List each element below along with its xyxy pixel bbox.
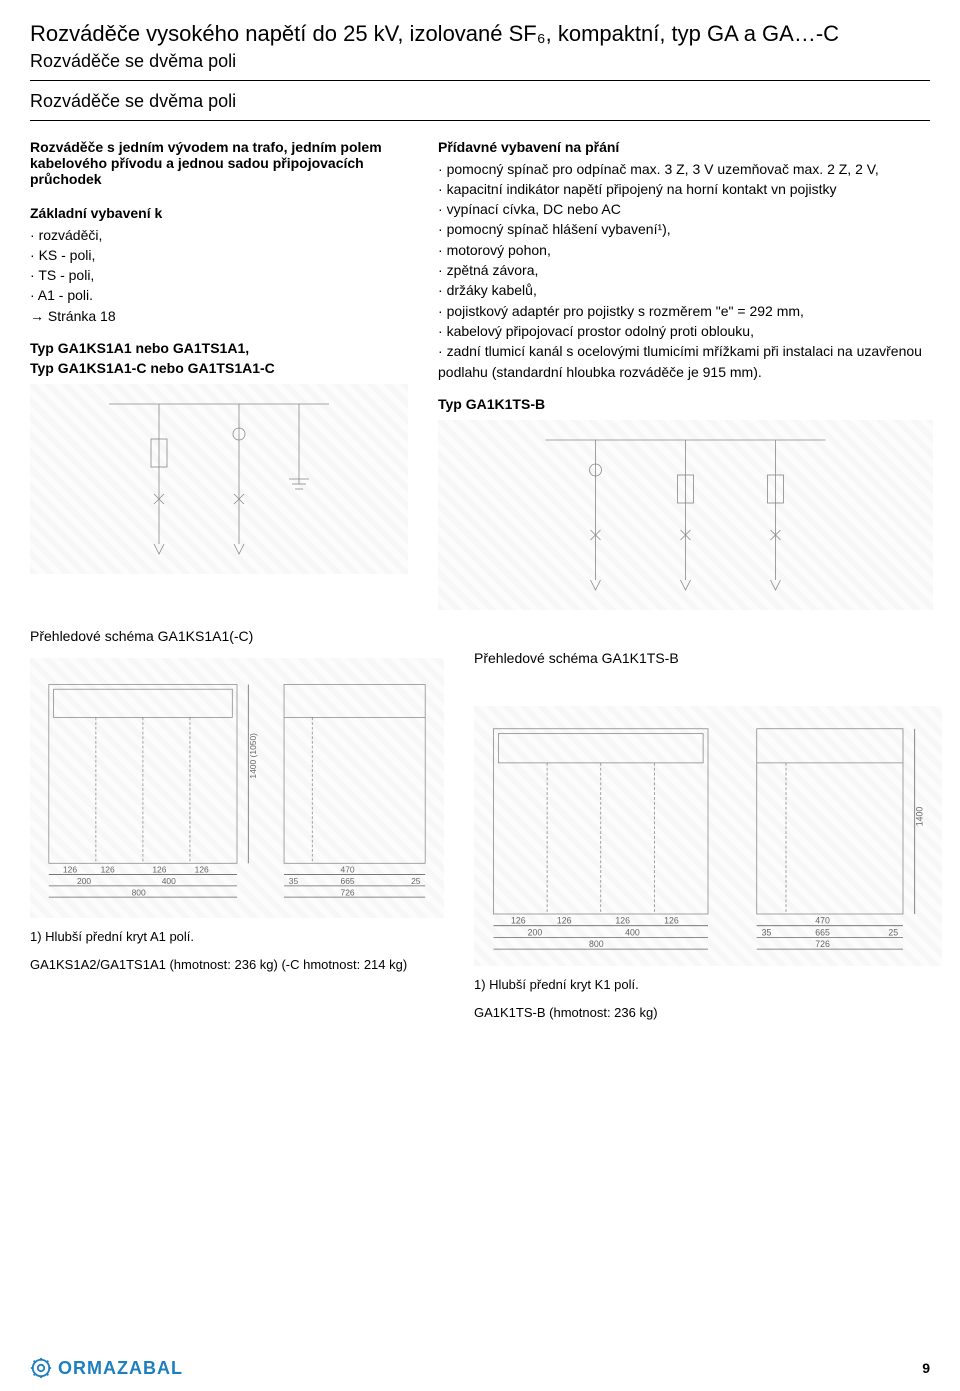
brand-name: ORMAZABAL [58,1358,183,1379]
svg-text:726: 726 [815,939,830,949]
list-item: zadní tlumicí kanál s ocelovými tlumicím… [438,341,933,382]
type-line: Typ GA1KS1A1-C nebo GA1TS1A1-C [30,360,408,376]
svg-text:25: 25 [888,927,898,937]
svg-text:126: 126 [152,865,166,875]
list-item: zpětná závora, [438,260,933,280]
svg-text:726: 726 [341,887,355,897]
svg-text:470: 470 [815,916,830,926]
list-item: vypínací cívka, DC nebo AC [438,199,933,219]
footnote-right-2: GA1K1TS-B (hmotnost: 236 kg) [474,1004,942,1022]
brand-logo: ORMAZABAL [30,1357,183,1379]
svg-text:126: 126 [615,916,630,926]
dimension-drawing-right: 126 126 126 126 200 400 800 1400 470 35 [474,706,942,966]
intro-title: Rozváděče s jedním vývodem na trafo, jed… [30,139,408,187]
basic-equip-title: Základní vybavení k [30,205,408,221]
svg-text:470: 470 [341,865,355,875]
svg-text:665: 665 [815,927,830,937]
svg-text:126: 126 [101,865,115,875]
list-item: TS - poli, [30,265,408,285]
list-item: pomocný spínač pro odpínač max. 3 Z, 3 V… [438,159,933,179]
dimension-drawing-left: 1400 (1050) 126 126 126 126 200 400 800 … [30,658,444,918]
drawing-right-group: Přehledové schéma GA1K1TS-B 126 126 126 … [474,650,942,1022]
page-subtitle: Rozváděče se dvěma poli [30,51,930,72]
list-item: pomocný spínač hlášení vybavení¹), [438,219,933,239]
svg-text:126: 126 [63,865,77,875]
page-ref: Stránka 18 [30,306,408,326]
divider [30,120,930,121]
divider [30,80,930,81]
list-item: rozváděči, [30,225,408,245]
list-item: KS - poli, [30,245,408,265]
basic-equip-list: rozváděči, KS - poli, TS - poli, A1 - po… [30,225,408,306]
single-line-diagram-right [438,420,933,610]
svg-text:400: 400 [162,876,176,886]
gear-icon [30,1357,52,1379]
footnote-left-1: 1) Hlubší přední kryt A1 polí. [30,928,444,946]
list-item: pojistkový adaptér pro pojistky s rozměr… [438,301,933,321]
content-columns: Rozváděče s jedním vývodem na trafo, jed… [30,139,930,610]
optional-equip-title: Přídavné vybavení na přání [438,139,933,155]
section-header: Rozváděče se dvěma poli [30,91,930,112]
dim-height: 1400 (1050) [248,733,258,779]
type-b-title: Typ GA1K1TS-B [438,396,933,412]
svg-text:35: 35 [289,876,299,886]
list-item: kapacitní indikátor napětí připojený na … [438,179,933,199]
schema-caption-left: Přehledové schéma GA1KS1A1(-C) [30,628,930,644]
footnote-left-2: GA1KS1A2/GA1TS1A1 (hmotnost: 236 kg) (-C… [30,956,444,974]
list-item: motorový pohon, [438,240,933,260]
svg-text:126: 126 [511,916,526,926]
list-item: kabelový připojovací prostor odolný prot… [438,321,933,341]
page-number: 9 [922,1360,930,1376]
svg-text:35: 35 [762,927,772,937]
type-line: Typ GA1KS1A1 nebo GA1TS1A1, [30,340,408,356]
right-column: Přídavné vybavení na přání pomocný spína… [438,139,933,610]
footnote-right-1: 1) Hlubší přední kryt K1 polí. [474,976,942,994]
list-item: držáky kabelů, [438,280,933,300]
page-title: Rozváděče vysokého napětí do 25 kV, izol… [30,20,930,49]
svg-text:800: 800 [589,939,604,949]
list-item: A1 - poli. [30,285,408,305]
single-line-diagram-left [30,384,408,574]
left-column: Rozváděče s jedním vývodem na trafo, jed… [30,139,408,610]
page-footer: ORMAZABAL 9 [30,1357,930,1379]
optional-equip-list: pomocný spínač pro odpínač max. 3 Z, 3 V… [438,159,933,382]
svg-text:1400: 1400 [915,806,925,826]
svg-text:126: 126 [557,916,572,926]
drawing-left-group: 1400 (1050) 126 126 126 126 200 400 800 … [30,650,444,974]
svg-text:200: 200 [77,876,91,886]
svg-text:25: 25 [411,876,421,886]
lower-row: 1400 (1050) 126 126 126 126 200 400 800 … [30,650,930,1022]
svg-text:126: 126 [664,916,679,926]
svg-text:200: 200 [528,927,543,937]
svg-text:800: 800 [132,887,146,897]
svg-text:400: 400 [625,927,640,937]
schema-caption-right: Přehledové schéma GA1K1TS-B [474,650,942,666]
svg-text:665: 665 [341,876,355,886]
svg-text:126: 126 [195,865,209,875]
